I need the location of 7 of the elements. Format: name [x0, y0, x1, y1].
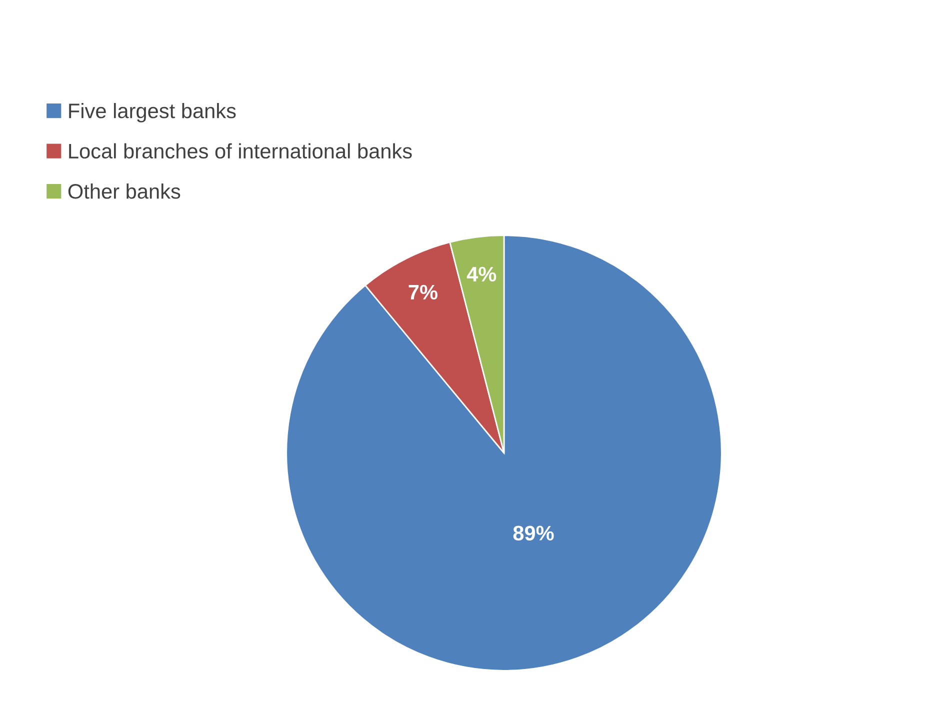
data-label: 89% [513, 526, 554, 541]
data-label: 7% [408, 284, 438, 300]
legend-label: Five largest banks [69, 102, 236, 122]
pie-slice [286, 234, 722, 672]
data-label: 4% [466, 266, 496, 282]
legend-label: Local branches of international banks [69, 143, 412, 159]
legend-label: Other banks [68, 184, 180, 199]
